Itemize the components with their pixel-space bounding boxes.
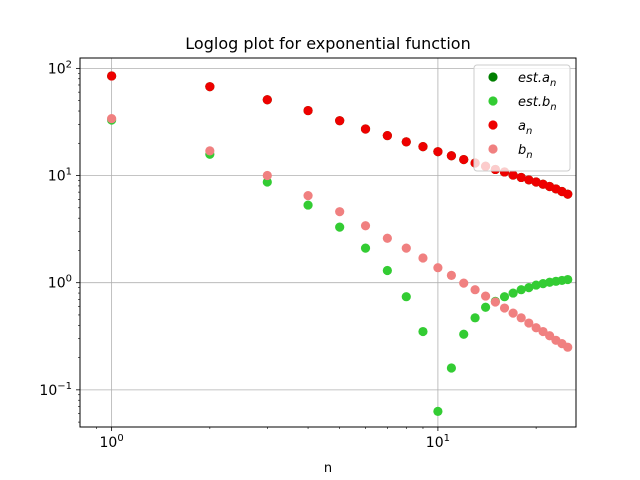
data-point [107, 113, 117, 124]
data-point [446, 270, 457, 280]
data-point [205, 146, 215, 156]
data-point [303, 190, 313, 201]
data-point [401, 292, 411, 302]
legend-marker [488, 144, 498, 154]
data-point [545, 331, 555, 341]
data-point [446, 151, 457, 161]
data-point [382, 233, 392, 243]
data-point [524, 282, 534, 293]
data-point [516, 313, 526, 323]
data-point [433, 263, 443, 273]
data-point [508, 288, 518, 298]
data-point [382, 265, 392, 276]
data-point [508, 308, 518, 318]
axes-frame [79, 57, 577, 428]
chart-title: Loglog plot for exponential function [185, 34, 470, 53]
data-point [418, 142, 428, 152]
data-point [516, 172, 526, 183]
data-point [418, 253, 428, 263]
x-tick-label: 101 [426, 433, 450, 451]
data-point [262, 170, 272, 181]
data-point [360, 221, 371, 231]
data-point [459, 278, 469, 288]
data-point [499, 303, 510, 313]
data-point [508, 170, 518, 180]
data-point [538, 326, 548, 337]
data-point [360, 243, 371, 253]
data-point [480, 291, 491, 301]
y-tick-label: 102 [48, 59, 72, 77]
data-point [563, 342, 573, 352]
legend-label: est.bn [518, 95, 557, 113]
data-point [262, 177, 272, 187]
data-point [524, 318, 534, 328]
legend-label: bn [518, 143, 533, 161]
data-point [563, 189, 573, 199]
legend: est.an est.bn an bn [473, 64, 571, 172]
data-point [303, 105, 313, 116]
data-point [401, 243, 411, 253]
y-tick-label: 101 [48, 167, 72, 185]
data-point [335, 116, 345, 126]
data-point [205, 82, 215, 92]
data-point [107, 71, 117, 81]
data-point [531, 323, 541, 333]
data-point [433, 147, 443, 157]
y-tick-label: 10−1 [39, 381, 72, 399]
legend-box [473, 64, 571, 172]
data-point [401, 137, 411, 147]
data-point [531, 280, 541, 290]
data-point [480, 302, 491, 312]
data-point [433, 406, 443, 416]
legend-label: est.an [518, 71, 556, 89]
legend-marker [488, 120, 498, 130]
plot-area: 100 101 10−1 100 101 102 [39, 57, 577, 451]
data-point [470, 285, 480, 295]
data-point [303, 200, 313, 210]
data-point [446, 363, 457, 373]
data-point [563, 274, 573, 285]
data-point [335, 207, 345, 217]
y-tick-label: 100 [48, 274, 72, 292]
series-3 [107, 71, 573, 199]
data-point [516, 285, 526, 295]
data-point [524, 175, 534, 185]
data-point [418, 326, 428, 337]
legend-marker [488, 96, 498, 106]
x-tick-label: 100 [100, 433, 124, 451]
data-point [335, 222, 345, 232]
data-point [459, 154, 469, 165]
data-point [459, 329, 469, 339]
marks-layer [107, 71, 573, 416]
legend-marker [488, 72, 498, 82]
legend-label: an [518, 119, 532, 137]
data-point [531, 177, 541, 187]
series-4 [107, 113, 573, 352]
data-point [499, 292, 510, 302]
ticks-layer: 100 101 10−1 100 101 102 [39, 59, 537, 451]
data-point [490, 297, 500, 307]
data-point [262, 95, 272, 105]
data-point [470, 313, 480, 323]
x-axis-label: n [324, 461, 332, 476]
data-point [382, 130, 392, 141]
data-point [360, 124, 371, 134]
